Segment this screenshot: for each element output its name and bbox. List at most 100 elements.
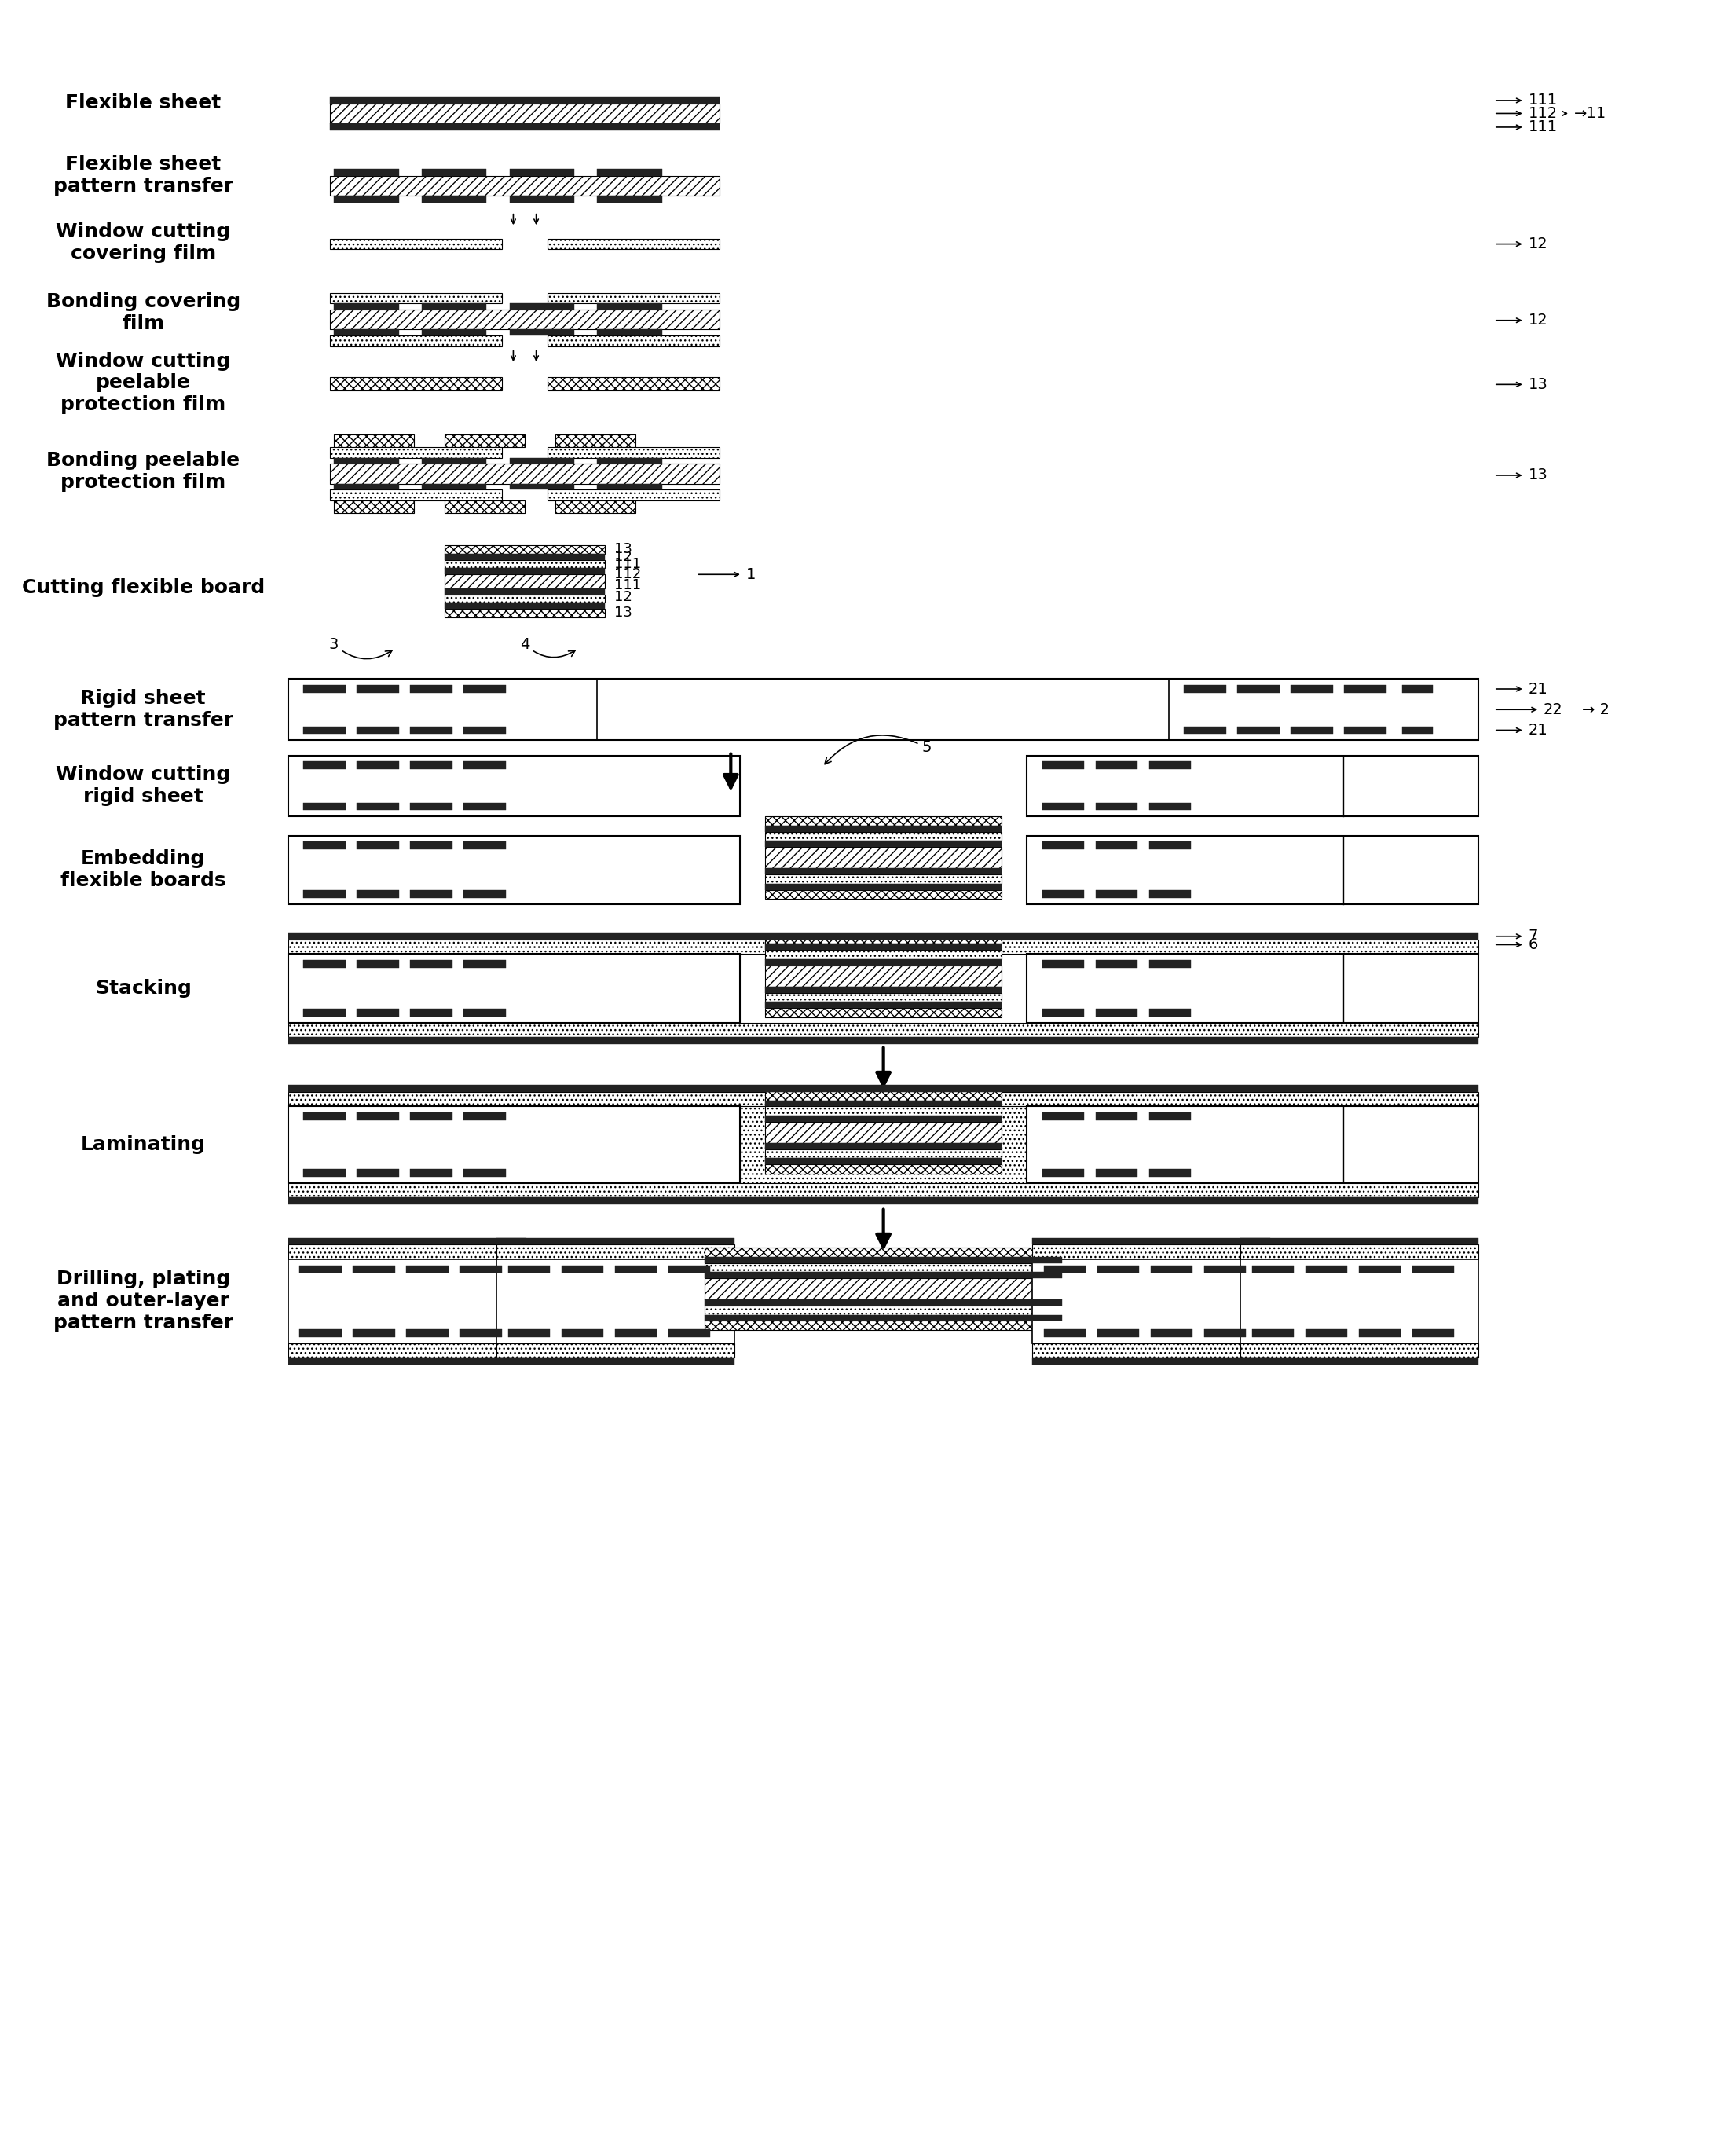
Bar xyxy=(333,458,399,464)
Bar xyxy=(766,1092,1002,1101)
Bar xyxy=(766,1107,1002,1116)
Text: 111: 111 xyxy=(615,558,641,571)
Bar xyxy=(333,500,415,513)
Bar xyxy=(464,803,505,811)
Bar xyxy=(766,826,1002,832)
Bar xyxy=(705,1256,1062,1262)
Bar xyxy=(1292,726,1333,735)
Bar xyxy=(1033,1237,1271,1245)
Bar xyxy=(288,1184,1479,1196)
Bar xyxy=(288,1343,526,1358)
Bar xyxy=(766,890,1002,898)
Bar xyxy=(766,875,1002,884)
Bar xyxy=(444,575,604,588)
Bar xyxy=(597,168,661,177)
Bar xyxy=(766,935,1002,943)
Bar xyxy=(1042,1009,1085,1016)
Bar xyxy=(1205,1265,1246,1273)
Bar xyxy=(547,238,719,249)
Text: 12: 12 xyxy=(1528,313,1549,328)
Bar xyxy=(333,196,399,202)
Bar xyxy=(304,1169,345,1177)
Bar xyxy=(330,377,502,390)
Bar xyxy=(1033,1258,1271,1343)
Bar xyxy=(304,841,345,849)
Bar xyxy=(1097,1265,1139,1273)
Bar xyxy=(1033,1343,1271,1358)
Text: 6: 6 xyxy=(1528,937,1538,952)
Bar xyxy=(705,1316,1062,1320)
Bar xyxy=(1151,1265,1193,1273)
Bar xyxy=(422,330,486,336)
Bar xyxy=(1149,841,1191,849)
Bar xyxy=(1241,1358,1479,1365)
Bar xyxy=(358,686,399,692)
Text: 4: 4 xyxy=(519,637,575,658)
Bar xyxy=(1043,1328,1085,1337)
Bar xyxy=(464,762,505,769)
Bar xyxy=(766,1158,1002,1165)
Text: 21: 21 xyxy=(1528,722,1549,737)
Text: 21: 21 xyxy=(1528,681,1549,696)
Bar xyxy=(330,104,719,123)
Text: Laminating: Laminating xyxy=(80,1135,205,1154)
Bar xyxy=(358,1009,399,1016)
Bar xyxy=(1184,726,1226,735)
Bar xyxy=(1149,1169,1191,1177)
Bar xyxy=(330,177,719,196)
Text: Flexible sheet
pattern transfer: Flexible sheet pattern transfer xyxy=(54,155,233,196)
Bar xyxy=(1241,1245,1479,1258)
Bar xyxy=(1184,686,1226,692)
Bar xyxy=(330,294,502,304)
Bar xyxy=(1344,686,1387,692)
Bar xyxy=(422,483,486,490)
Bar xyxy=(1359,1265,1401,1273)
Bar xyxy=(766,832,1002,841)
Bar xyxy=(352,1328,396,1337)
Bar xyxy=(496,1258,734,1343)
Bar xyxy=(288,1258,526,1343)
Bar xyxy=(358,1169,399,1177)
Text: Rigid sheet
pattern transfer: Rigid sheet pattern transfer xyxy=(54,690,233,730)
Bar xyxy=(1241,1258,1479,1343)
Bar xyxy=(766,1165,1002,1173)
Bar xyxy=(597,330,661,336)
Bar xyxy=(509,196,575,202)
Bar xyxy=(547,336,719,347)
Text: Bonding covering
film: Bonding covering film xyxy=(47,292,240,332)
Bar xyxy=(1033,1358,1271,1365)
Bar xyxy=(766,986,1002,992)
Text: → 2: → 2 xyxy=(1581,703,1609,717)
Bar xyxy=(509,168,575,177)
Text: Drilling, plating
and outer-layer
pattern transfer: Drilling, plating and outer-layer patter… xyxy=(54,1269,233,1333)
Text: 13: 13 xyxy=(615,543,632,556)
Bar xyxy=(444,560,604,568)
Bar xyxy=(288,1358,526,1365)
Bar xyxy=(1413,1328,1455,1337)
Bar xyxy=(444,554,604,560)
Bar xyxy=(496,1358,734,1365)
Bar xyxy=(410,1113,453,1120)
Bar xyxy=(496,1343,734,1358)
Bar xyxy=(668,1265,710,1273)
Bar xyxy=(1042,890,1085,898)
Bar xyxy=(358,890,399,898)
Bar xyxy=(330,123,719,130)
Bar xyxy=(288,1245,526,1258)
Text: 112: 112 xyxy=(1528,106,1557,121)
Bar xyxy=(422,458,486,464)
Bar xyxy=(597,483,661,490)
Bar xyxy=(1403,726,1432,735)
Bar xyxy=(333,483,399,490)
Bar xyxy=(766,869,1002,875)
Bar xyxy=(509,483,575,490)
Bar xyxy=(444,588,604,594)
Bar xyxy=(304,803,345,811)
Bar xyxy=(496,1245,734,1258)
Bar xyxy=(288,835,740,905)
Text: 22: 22 xyxy=(1543,703,1562,717)
Bar xyxy=(705,1262,1062,1273)
Bar xyxy=(1042,762,1085,769)
Bar xyxy=(406,1265,448,1273)
Bar xyxy=(288,1237,526,1245)
